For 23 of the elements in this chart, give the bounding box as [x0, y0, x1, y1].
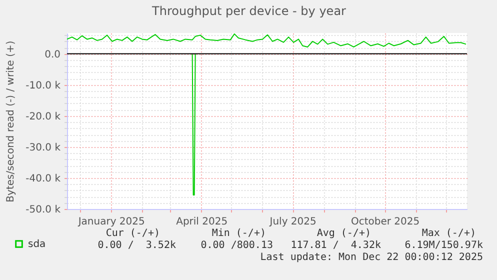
y-tick-label: 0.0 — [44, 49, 60, 60]
y-tick-label: -50.0 k — [26, 204, 61, 216]
text: 117.81 / 4.32k — [290, 240, 381, 251]
y-tick-label: -20.0 k — [26, 111, 61, 122]
y-tick-label: -40.0 k — [26, 173, 61, 184]
x-tick-label: October 2025 — [350, 216, 420, 228]
x-tick-label: April 2025 — [176, 216, 228, 228]
legend-label: sda — [28, 239, 46, 250]
text: Last update: Mon Dec 22 00:00:12 2025 — [260, 252, 483, 263]
y-tick-label: -30.0 k — [26, 142, 61, 154]
text: Avg (-/+) — [316, 228, 371, 239]
text: 0.00 / 3.52k — [98, 240, 176, 251]
text: Min (-/+) — [212, 228, 266, 239]
line-series — [67, 33, 466, 48]
chart-title: Throughput per device - by year — [151, 4, 346, 18]
text: Cur (-/+) — [106, 228, 160, 239]
x-tick-label: January 2025 — [77, 216, 145, 228]
text: Max (-/+) — [422, 228, 476, 239]
y-tick-label: -10.0 k — [26, 80, 61, 92]
text: 0.00 /800.13 — [200, 240, 273, 251]
x-tick-label: July 2025 — [268, 216, 316, 228]
y-axis-title: Bytes/second read (-) / write (+) — [6, 40, 17, 202]
text: 6.19M/150.97k — [404, 240, 483, 251]
